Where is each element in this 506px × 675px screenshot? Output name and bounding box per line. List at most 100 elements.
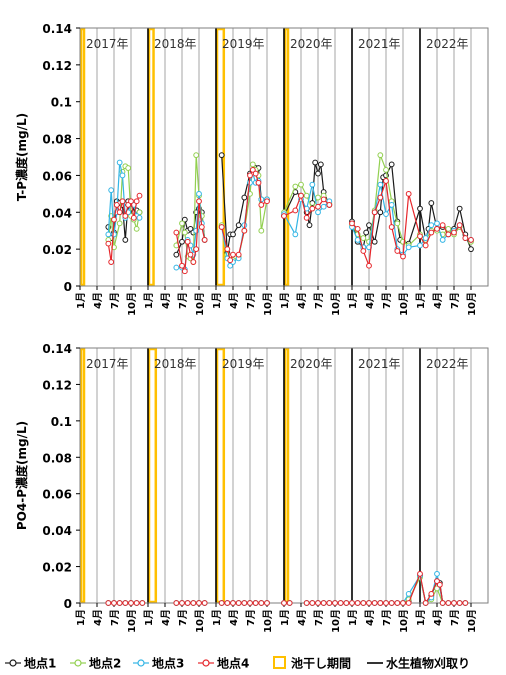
data-point <box>136 214 143 221</box>
data-point <box>113 202 120 208</box>
y-tick-label: 0.04 <box>42 524 72 538</box>
data-point <box>462 600 469 606</box>
data-point <box>306 222 313 229</box>
dry-period-box <box>147 347 158 604</box>
x-tick-label: 1月 <box>143 292 155 309</box>
series-site4 <box>105 570 469 606</box>
data-point <box>434 578 440 585</box>
data-point <box>417 233 423 240</box>
data-point <box>252 600 259 606</box>
data-point <box>196 190 202 197</box>
data-point <box>116 159 123 166</box>
data-point <box>445 225 452 232</box>
y-tick-label: 0.04 <box>42 206 72 220</box>
data-point <box>417 205 423 212</box>
data-point <box>315 194 321 201</box>
y-tick-label: 0.12 <box>42 59 72 73</box>
data-point <box>371 238 378 245</box>
legend-item-site2: 地点2 <box>70 656 121 671</box>
data-point <box>218 224 225 230</box>
data-point <box>227 257 234 264</box>
legend-item-site3: 地点3 <box>133 656 184 671</box>
data-point <box>190 600 197 606</box>
data-point <box>451 229 457 236</box>
y-tick-label: 0 <box>64 280 72 294</box>
data-point <box>258 227 265 234</box>
x-tick-label: 7月 <box>449 609 461 626</box>
data-point <box>108 259 115 265</box>
legend: 地点1 地点2 地点3 地点4 池干し期間 水生植物刈取り <box>5 656 470 671</box>
x-tick-label: 7月 <box>245 609 257 626</box>
data-point <box>428 590 435 597</box>
x-tick-label: 7月 <box>245 292 257 309</box>
x-tick-label: 7月 <box>109 292 121 309</box>
y-tick-label: 0.06 <box>42 488 72 502</box>
legend-label: 地点4 <box>217 656 249 671</box>
data-point <box>439 222 446 229</box>
data-point <box>360 600 367 606</box>
x-tick-label: 4月 <box>92 609 104 626</box>
data-point <box>366 600 372 606</box>
data-point <box>315 209 321 216</box>
data-point <box>181 216 188 223</box>
legend-swatch-marker <box>9 659 17 667</box>
x-tick-label: 10月 <box>466 292 478 316</box>
data-point <box>405 244 412 251</box>
data-point <box>434 220 440 227</box>
data-point <box>133 600 140 606</box>
data-point <box>349 600 355 606</box>
series-line <box>107 168 472 274</box>
data-point <box>377 209 384 216</box>
data-point <box>383 178 389 184</box>
data-point <box>394 600 401 606</box>
x-tick-label: 1月 <box>211 292 223 309</box>
x-tick-label: 10月 <box>126 292 138 316</box>
legend-item-dryPeriod: 池干し期間 <box>273 656 351 671</box>
year-label: 2019年 <box>222 37 265 51</box>
x-tick-label: 10月 <box>398 292 410 316</box>
data-point <box>196 600 202 606</box>
data-point <box>111 600 117 606</box>
data-point <box>105 600 112 606</box>
x-tick-label: 1月 <box>347 609 359 626</box>
year-label: 2022年 <box>426 37 469 51</box>
data-point <box>122 237 129 243</box>
data-point <box>173 251 180 258</box>
data-point <box>292 207 299 214</box>
data-point <box>292 183 299 190</box>
data-point <box>193 246 200 253</box>
data-point <box>241 194 248 201</box>
data-point <box>173 229 180 236</box>
data-point <box>218 600 225 606</box>
data-point <box>317 161 324 168</box>
data-point <box>422 600 429 606</box>
series-site3 <box>105 159 474 273</box>
data-point <box>181 268 188 275</box>
data-point <box>119 198 126 205</box>
data-point <box>179 262 185 269</box>
data-point <box>383 600 389 606</box>
year-label: 2020年 <box>290 357 333 371</box>
y-tick-label: 0.14 <box>42 22 72 36</box>
x-tick-label: 1月 <box>415 292 427 309</box>
data-point <box>187 225 194 232</box>
x-tick-label: 4月 <box>432 609 444 626</box>
data-point <box>388 161 395 168</box>
year-label: 2018年 <box>154 37 197 51</box>
data-point <box>388 224 395 230</box>
year-label: 2022年 <box>426 357 469 371</box>
data-point <box>377 152 384 159</box>
x-tick-label: 10月 <box>194 292 206 316</box>
x-tick-label: 4月 <box>92 292 104 309</box>
data-point <box>116 209 123 216</box>
x-tick-label: 1月 <box>75 292 87 309</box>
data-point <box>235 251 242 258</box>
data-point <box>116 220 123 227</box>
x-tick-label: 4月 <box>228 292 240 309</box>
data-point <box>105 240 112 247</box>
legend-swatch-marker <box>74 659 82 667</box>
data-point <box>309 181 316 188</box>
x-tick-label: 10月 <box>194 609 206 633</box>
data-point <box>298 192 304 199</box>
